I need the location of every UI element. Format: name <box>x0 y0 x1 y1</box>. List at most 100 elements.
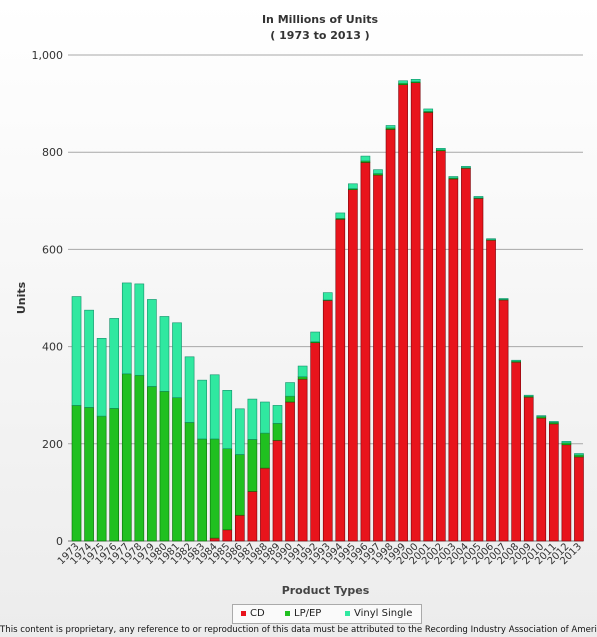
y-tick-label: 800 <box>42 146 63 159</box>
bar-cd <box>361 162 370 541</box>
bar-vinyl-single <box>122 283 131 374</box>
bar-vinyl-single <box>185 357 194 423</box>
bar-cd <box>461 168 470 541</box>
bar-cd <box>386 129 395 541</box>
x-axis-label: Product Types <box>282 584 370 597</box>
bar-vinyl-single <box>260 402 269 433</box>
bar-lp-ep <box>286 396 295 402</box>
bar-vinyl-single <box>85 310 94 407</box>
bar-lp-ep <box>235 454 244 515</box>
bar-vinyl-single <box>298 366 307 377</box>
bar-cd <box>399 85 408 541</box>
bar-lp-ep <box>122 374 131 541</box>
bar-vinyl-single <box>348 184 357 189</box>
legend-swatch-vinyl-single <box>345 611 350 616</box>
bar-vinyl-single <box>336 213 345 218</box>
bar-lp-ep <box>110 408 119 541</box>
bar-cd <box>574 457 583 541</box>
bar-vinyl-single <box>512 360 521 361</box>
bar-vinyl-single <box>399 81 408 83</box>
bar-cd <box>474 198 483 541</box>
bar-lp-ep <box>248 439 257 491</box>
bar-vinyl-single <box>235 409 244 455</box>
y-tick-label: 200 <box>42 438 63 451</box>
bar-lp-ep <box>223 449 232 530</box>
bar-vinyl-single <box>487 239 496 240</box>
y-tick-label: 1,000 <box>32 49 64 62</box>
legend-item-lp-ep[interactable]: LP/EP <box>285 608 321 619</box>
bar-vinyl-single <box>160 316 169 391</box>
bar-vinyl-single <box>311 332 320 342</box>
bar-cd <box>273 440 282 541</box>
bar-vinyl-single <box>474 196 483 197</box>
bar-vinyl-single <box>436 148 445 149</box>
bar-lp-ep <box>210 439 219 538</box>
bar-lp-ep <box>172 398 181 541</box>
bar-vinyl-single <box>248 399 257 439</box>
bar-lp-ep <box>160 391 169 541</box>
bar-cd <box>323 300 332 541</box>
legend-swatch-cd <box>241 611 246 616</box>
bar-vinyl-single <box>537 416 546 417</box>
bar-cd <box>512 362 521 541</box>
legend-item-cd[interactable]: CD <box>241 608 265 619</box>
bar-cd <box>411 83 420 541</box>
bar-lp-ep <box>273 423 282 440</box>
bar-vinyl-single <box>135 284 144 375</box>
y-tick-label: 0 <box>56 535 63 548</box>
bar-cd <box>549 424 558 541</box>
bar-lp-ep <box>72 405 81 541</box>
bar-vinyl-single <box>286 383 295 397</box>
bar-cd <box>298 379 307 541</box>
bar-vinyl-single <box>524 395 533 396</box>
bar-lp-ep <box>198 439 207 541</box>
bar-lp-ep <box>147 386 156 541</box>
bar-lp-ep <box>260 433 269 468</box>
bar-cd <box>260 468 269 541</box>
bar-vinyl-single <box>386 125 395 127</box>
bar-vinyl-single <box>424 109 433 111</box>
chart-subtitle: ( 1973 to 2013 ) <box>0 29 597 42</box>
y-tick-label: 600 <box>42 243 63 256</box>
bar-vinyl-single <box>172 323 181 398</box>
bar-vinyl-single <box>373 170 382 174</box>
bar-cd <box>336 219 345 541</box>
bar-vinyl-single <box>223 390 232 448</box>
bar-vinyl-single <box>461 166 470 167</box>
bar-vinyl-single <box>323 293 332 300</box>
bar-vinyl-single <box>449 177 458 178</box>
bar-cd <box>537 418 546 541</box>
bar-vinyl-single <box>361 156 370 161</box>
bar-cd <box>235 515 244 541</box>
bar-vinyl-single <box>97 338 106 416</box>
bar-lp-ep <box>97 416 106 541</box>
legend-label-lp-ep: LP/EP <box>294 608 321 619</box>
bar-vinyl-single <box>574 454 583 455</box>
chart-legend: CD LP/EP Vinyl Single <box>232 604 422 624</box>
y-tick-label: 400 <box>42 341 63 354</box>
bar-cd <box>449 179 458 541</box>
copyright-footer: This content is proprietary, any referen… <box>0 625 597 635</box>
y-axis-label: Units <box>15 281 28 314</box>
bar-cd <box>524 397 533 541</box>
bar-cd <box>248 491 257 541</box>
bar-cd <box>373 175 382 541</box>
bar-cd <box>348 190 357 541</box>
bar-cd <box>210 538 219 541</box>
bar-cd <box>286 402 295 541</box>
legend-item-vinyl-single[interactable]: Vinyl Single <box>345 608 412 619</box>
bar-cd <box>499 300 508 541</box>
bar-vinyl-single <box>147 299 156 386</box>
legend-swatch-lp-ep <box>285 611 290 616</box>
bar-cd <box>424 112 433 541</box>
bar-cd <box>223 530 232 541</box>
bar-cd <box>311 343 320 541</box>
bar-lp-ep <box>135 375 144 541</box>
bar-cd <box>562 445 571 541</box>
bar-vinyl-single <box>273 405 282 423</box>
bar-vinyl-single <box>562 441 571 442</box>
bar-vinyl-single <box>72 297 81 406</box>
bar-vinyl-single <box>549 421 558 422</box>
chart-title: In Millions of Units <box>0 13 597 26</box>
